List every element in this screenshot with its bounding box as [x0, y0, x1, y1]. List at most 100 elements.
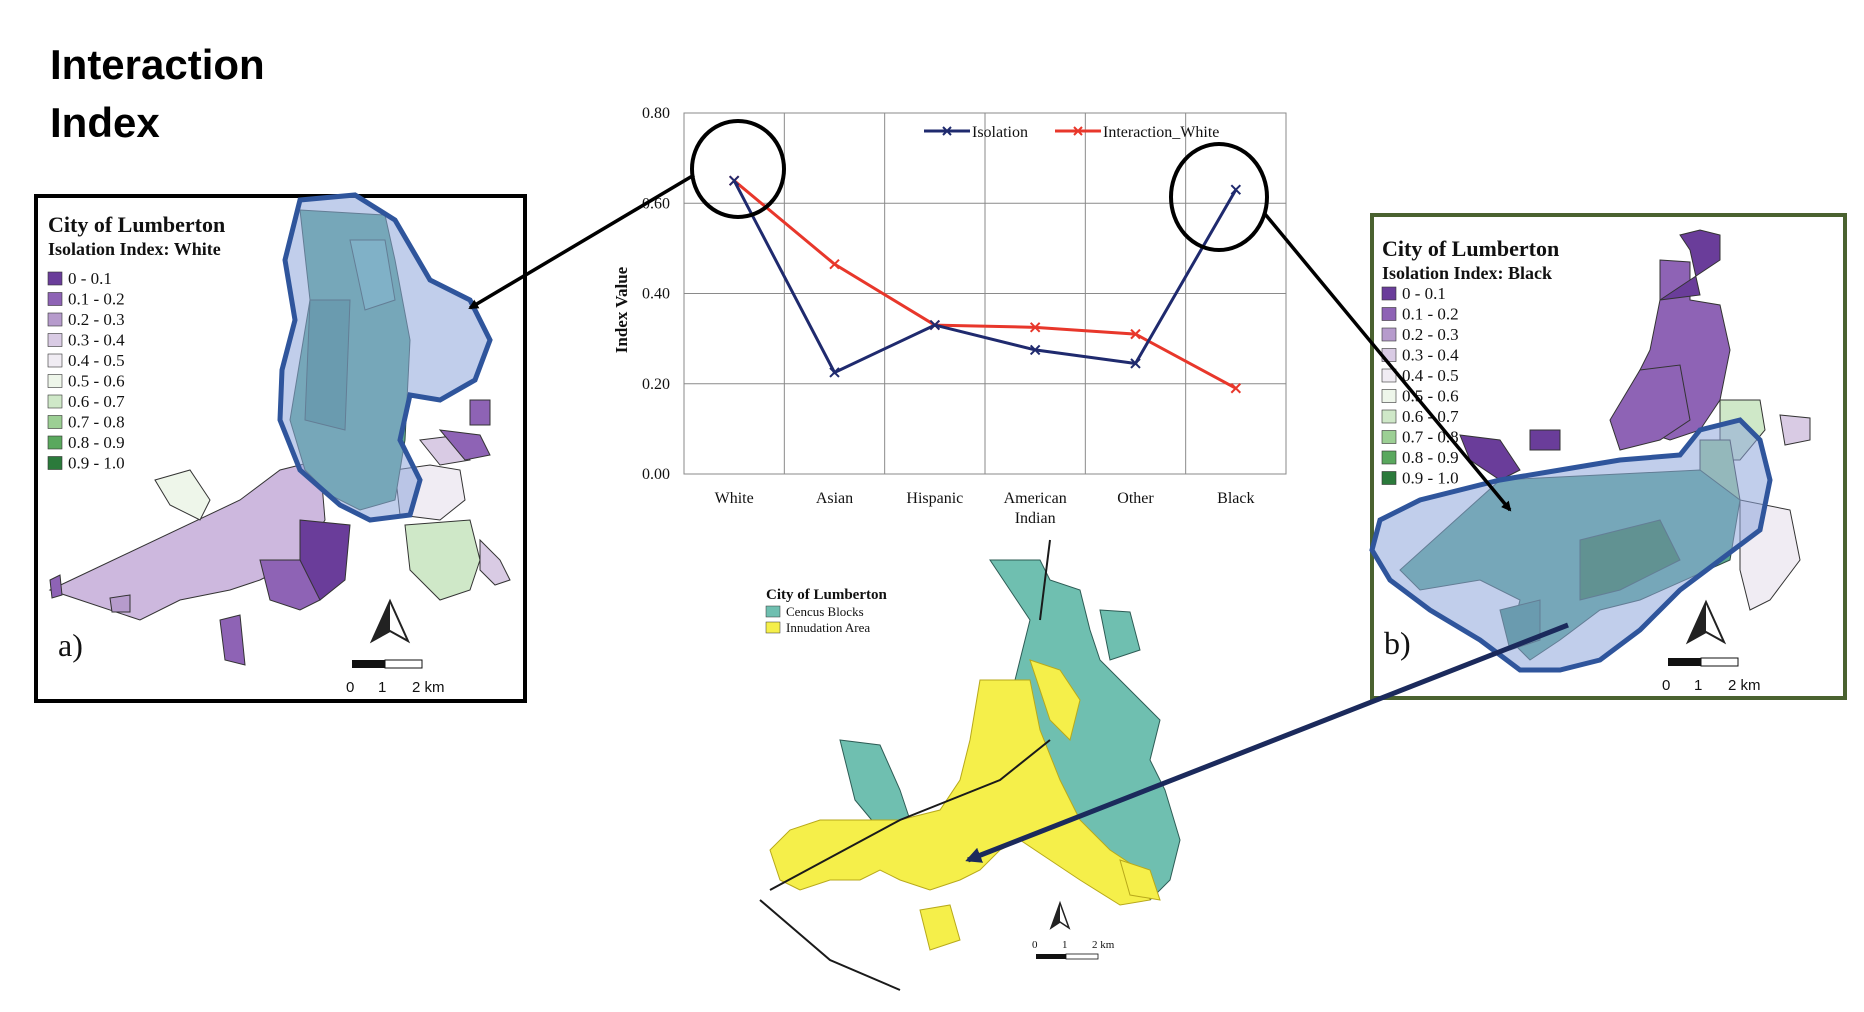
- chart-x-tick-label: Indian: [1015, 510, 1056, 527]
- map-c-legend-label-0: Cencus Blocks: [786, 604, 864, 619]
- map-c-legend-label-1: Innudation Area: [786, 620, 870, 635]
- map-b-legend-label: 0 - 0.1: [1402, 284, 1446, 303]
- map-c-scale-label-1: 1: [1062, 939, 1068, 951]
- map-b-legend-swatch: [1381, 450, 1397, 465]
- chart-legend-marker: [1073, 126, 1083, 136]
- map-a-legend-swatch: [47, 312, 63, 327]
- map-c-scale-label-2: 2 km: [1092, 939, 1115, 951]
- map-a-legend-swatch: [47, 374, 63, 388]
- map-b-scale-bar: 0 1 2 km: [1662, 657, 1761, 694]
- map-c-north-arrow-icon: [1049, 900, 1071, 930]
- line-chart: 0.00 0.20 0.40 0.60 0.80 White Asian Hispanic A…: [612, 105, 1287, 527]
- map-a-panel-label: a): [58, 627, 83, 663]
- map-b-legend-label: 0.3 - 0.4: [1402, 346, 1459, 365]
- map-a-scale-label-0: 0: [346, 679, 354, 696]
- chart-x-tick-label: White: [715, 490, 754, 507]
- chart-legend-marker: [942, 126, 952, 136]
- chart-x-ticks: White Asian Hispanic American Indian Other Bla…: [715, 490, 1255, 527]
- chart-series-line: [733, 179, 1237, 390]
- map-a-legend-label: 0.4 - 0.5: [68, 351, 125, 370]
- map-a-legend-label: 0.3 - 0.4: [68, 331, 125, 350]
- chart-data-point: [1230, 383, 1242, 394]
- map-a-legend-label: 0.9 - 1.0: [68, 454, 125, 473]
- chart-x-tick-label: Hispanic: [906, 490, 963, 507]
- map-b-highlight-region: [1369, 417, 1773, 673]
- chart-x-tick-label: Black: [1217, 490, 1254, 507]
- map-c: City of Lumberton Cencus Blocks Innudati…: [759, 539, 1181, 991]
- map-b-legend-swatch: [1381, 471, 1397, 485]
- map-c-inundation-area: [769, 659, 1161, 951]
- map-b-legend-swatch: [1381, 286, 1397, 301]
- map-a-legend-label: 0.5 - 0.6: [68, 372, 125, 391]
- chart-y-tick-label: 0.20: [642, 376, 670, 393]
- highlight-circle-black: [1169, 142, 1269, 252]
- map-a-legend-swatch: [47, 394, 63, 409]
- map-c-legend-swatch-0: [765, 605, 781, 618]
- map-b-panel-label: b): [1384, 625, 1411, 661]
- map-b-legend-swatch: [1381, 409, 1397, 424]
- map-a-legend-label: 0.6 - 0.7: [68, 392, 125, 411]
- arrow-white-to-map-a: [468, 173, 695, 310]
- chart-data-point: [829, 367, 840, 378]
- map-c-title: City of Lumberton: [766, 587, 887, 603]
- chart-legend-label: Interaction_White: [1103, 124, 1219, 141]
- map-a-legend-label: 0.1 - 0.2: [68, 290, 125, 309]
- chart-y-tick-label: 0.00: [642, 466, 670, 483]
- chart-data-point: [1130, 358, 1141, 369]
- chart-y-tick-label: 0.80: [642, 105, 670, 122]
- map-b-title: City of Lumberton: [1382, 236, 1559, 261]
- slide-title-line-1: Interaction: [50, 41, 265, 88]
- map-c-highway: [759, 899, 901, 991]
- map-c-river: [1039, 539, 1051, 621]
- map-b: City of Lumberton Isolation Index: Black…: [1369, 213, 1847, 700]
- slide-title-line-2: Index: [50, 99, 160, 146]
- map-a-highlight-region: [277, 192, 493, 523]
- map-a-legend-swatch: [47, 333, 63, 347]
- chart-data-point: [728, 175, 740, 186]
- map-a-legend-label: 0.7 - 0.8: [68, 413, 125, 432]
- map-b-legend-label: 0.8 - 0.9: [1402, 448, 1459, 467]
- map-b-legend-label: 0.4 - 0.5: [1402, 366, 1459, 385]
- arrow-black-to-map-b: [1263, 212, 1512, 512]
- chart-data-point: [1029, 322, 1041, 333]
- highlight-circle-white: [690, 119, 786, 219]
- map-a-subtitle: Isolation Index: White: [48, 239, 221, 259]
- chart-x-tick-label: American: [1004, 490, 1067, 507]
- map-b-scale-label-0: 0: [1662, 677, 1670, 694]
- map-b-subtitle: Isolation Index: Black: [1382, 263, 1552, 283]
- map-b-legend-label: 0.1 - 0.2: [1402, 305, 1459, 324]
- map-a-scale-label-1: 1: [378, 679, 386, 696]
- chart-y-tick-label: 0.60: [642, 195, 670, 212]
- chart-x-tick-label: Other: [1117, 490, 1154, 507]
- arrow-map-b-to-map-c: [965, 622, 1569, 863]
- chart-data-point: [829, 258, 840, 270]
- map-c-legend-swatch-1: [765, 621, 781, 634]
- chart-data-point: [1230, 184, 1242, 195]
- map-a-legend-swatch: [47, 415, 63, 429]
- map-a-title: City of Lumberton: [48, 212, 225, 237]
- map-b-legend-swatch: [1381, 327, 1397, 342]
- map-b-scale-label-2: 2 km: [1728, 677, 1761, 694]
- map-a-legend-swatch: [47, 435, 63, 450]
- map-a-legend-swatch: [47, 271, 63, 286]
- chart-x-tick-label: Asian: [816, 490, 853, 507]
- chart-legend: Isolation Interaction_White: [924, 124, 1219, 141]
- map-a-north-arrow-icon: [369, 598, 411, 644]
- slide-title: Interaction Index: [50, 36, 350, 152]
- map-a-legend-label: 0.8 - 0.9: [68, 433, 125, 452]
- map-b-legend: 0 - 0.1 0.1 - 0.20.2 - 0.3 0.3 - 0.40.4 - …: [1381, 284, 1459, 488]
- chart-legend-label: Isolation: [972, 124, 1028, 141]
- chart-y-tick-label: 0.40: [642, 286, 670, 303]
- chart-y-ticks: 0.00 0.20 0.40 0.60 0.80: [642, 105, 670, 483]
- chart-data-point: [1130, 328, 1141, 340]
- map-b-legend-swatch: [1381, 307, 1397, 321]
- map-b-north-arrow-icon: [1685, 599, 1727, 645]
- map-c-scale-label-0: 0: [1032, 939, 1038, 951]
- chart-y-axis-label: Index Value: [612, 266, 631, 353]
- map-a-legend: 0 - 0.1 0.1 - 0.20.2 - 0.3 0.3 - 0.40.4 - …: [47, 269, 125, 473]
- chart-data-point: [929, 319, 941, 331]
- chart-series-line: [732, 179, 1238, 375]
- chart-data-point: [1029, 344, 1041, 356]
- map-b-legend-swatch: [1381, 368, 1397, 383]
- map-a-legend-swatch: [47, 292, 63, 306]
